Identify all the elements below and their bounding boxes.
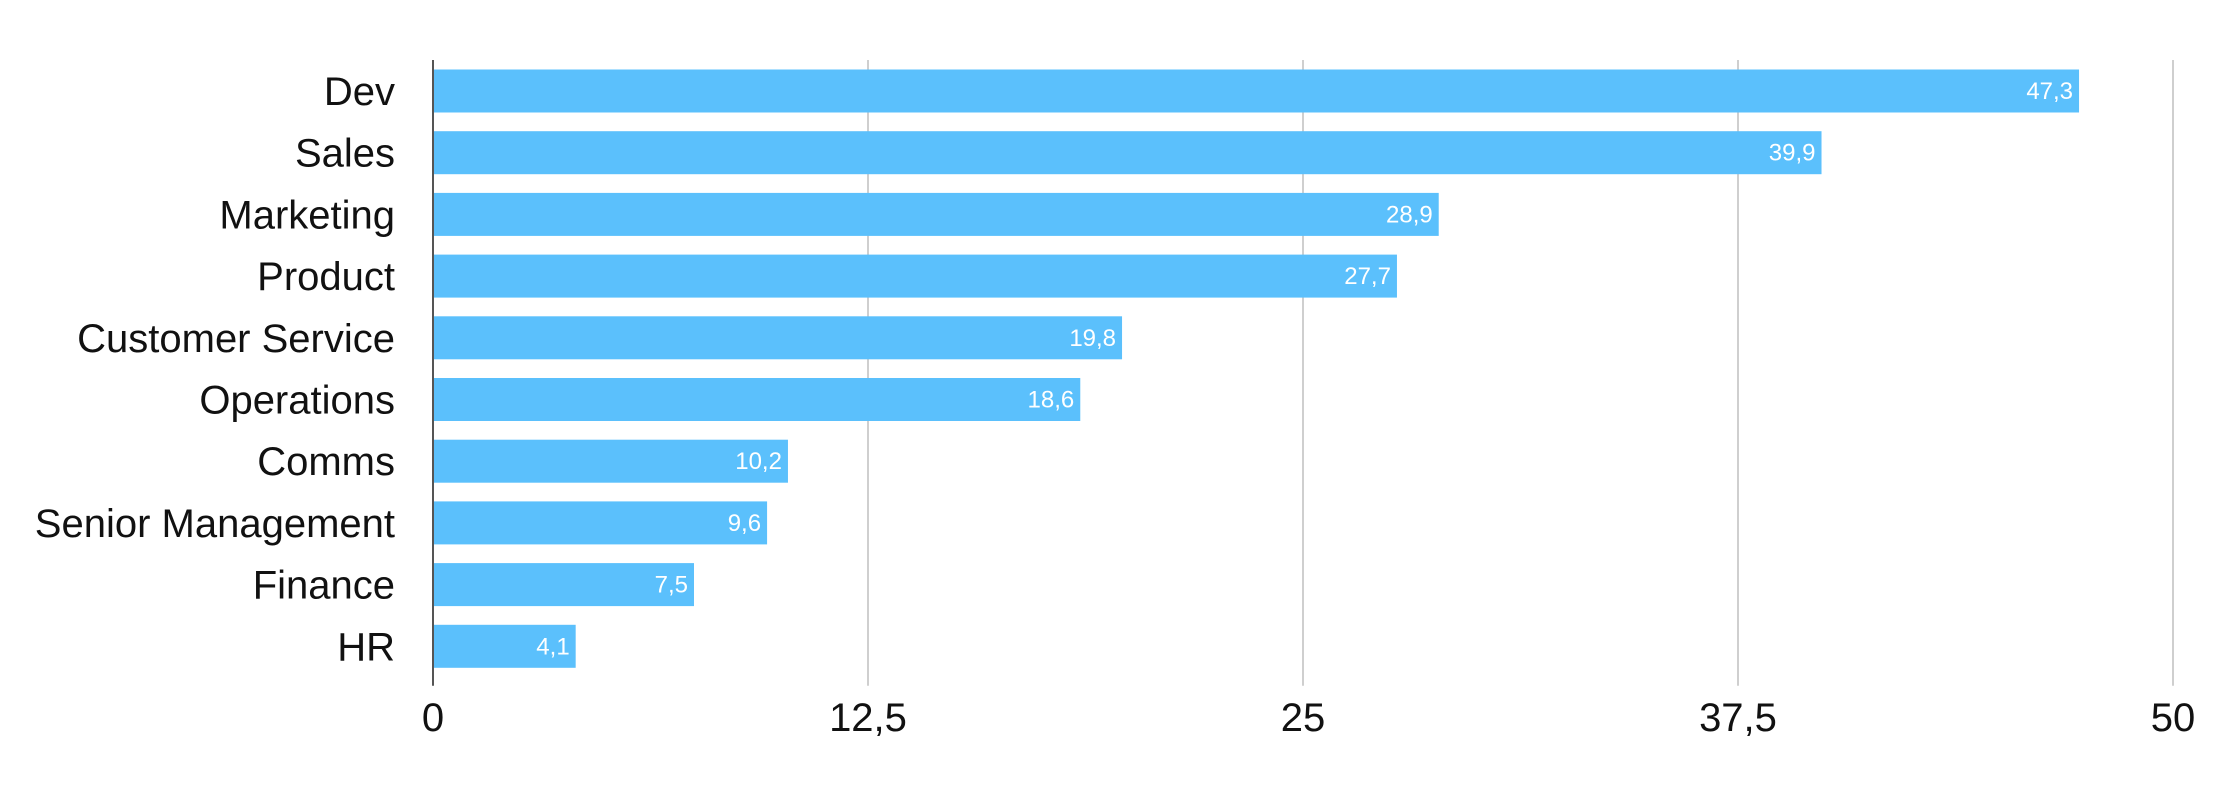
category-label: Marketing xyxy=(219,193,395,237)
bar-dev xyxy=(433,69,2080,113)
data-label: 47,3 xyxy=(2026,78,2073,105)
data-label: 27,7 xyxy=(1344,263,1391,290)
category-label: Senior Management xyxy=(35,502,395,546)
bar-comms xyxy=(433,439,788,483)
data-label: 4,1 xyxy=(536,633,569,660)
bar-finance xyxy=(433,563,694,607)
x-tick-label: 25 xyxy=(1281,696,1326,740)
bar-senior-management xyxy=(433,501,768,545)
data-label: 39,9 xyxy=(1769,140,1816,167)
category-label: Dev xyxy=(324,70,395,114)
x-tick-label: 0 xyxy=(422,696,444,740)
category-label: Sales xyxy=(295,132,395,176)
category-label: HR xyxy=(337,625,395,669)
data-label: 18,6 xyxy=(1028,387,1075,414)
category-label: Comms xyxy=(257,440,395,484)
bars xyxy=(433,69,2080,668)
data-label: 9,6 xyxy=(728,510,761,537)
data-label: 10,2 xyxy=(735,448,782,475)
x-tick-label: 12,5 xyxy=(829,696,907,740)
category-label: Product xyxy=(257,255,395,299)
labels: 0 12,5 25 37,5 50 47,3 Dev 39,9 Sales 28,9 Marketi… xyxy=(35,70,2195,740)
x-tick-label: 50 xyxy=(2151,696,2196,740)
bar-hr xyxy=(433,624,576,668)
bar-marketing xyxy=(433,192,1439,236)
data-label: 19,8 xyxy=(1069,325,1116,352)
bar-customer-service xyxy=(433,316,1123,360)
category-label: Operations xyxy=(199,379,395,423)
x-tick-label: 37,5 xyxy=(1699,696,1777,740)
category-label: Finance xyxy=(253,564,395,608)
bar-product xyxy=(433,254,1397,298)
bar-sales xyxy=(433,131,1822,175)
data-label: 28,9 xyxy=(1386,201,1433,228)
bar-operations xyxy=(433,378,1081,421)
category-label: Customer Service xyxy=(77,317,395,361)
data-label: 7,5 xyxy=(655,572,688,599)
